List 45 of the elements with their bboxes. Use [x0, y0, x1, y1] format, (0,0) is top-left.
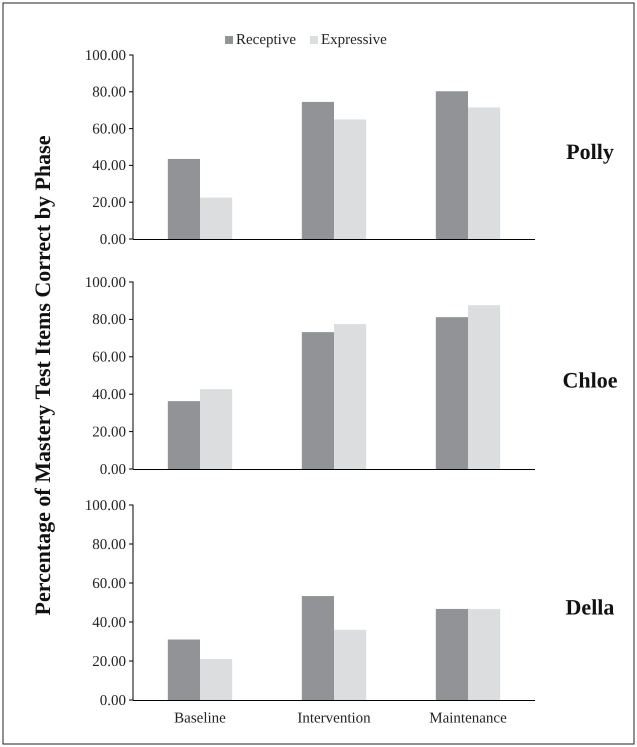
bar [334, 324, 366, 469]
y-tick-label: 20.00 [92, 654, 126, 670]
y-axis-title: Percentage of Mastery Test Items Correct by Phase [30, 135, 55, 616]
legend-label: Receptive [236, 32, 296, 48]
y-tick-label: 100.00 [84, 498, 126, 514]
x-tick-label: Baseline [174, 710, 226, 727]
y-tick-label: 20.00 [92, 195, 126, 211]
y-tick-label: 60.00 [92, 576, 126, 592]
bar [468, 107, 500, 239]
y-tick-label: 0.00 [100, 692, 126, 709]
y-tick-label: 40.00 [92, 614, 126, 631]
bar [168, 640, 200, 700]
x-tick-label: Maintenance [429, 710, 508, 727]
text: Della [566, 594, 614, 620]
y-tick-label: 40.00 [92, 387, 126, 403]
bar [168, 158, 200, 239]
text: Polly [566, 139, 614, 164]
bar [334, 630, 366, 700]
bar [302, 102, 334, 239]
y-tick-label: 60.00 [92, 121, 126, 138]
y-tick-label: 80.00 [92, 84, 126, 101]
legend-label: Expressive [320, 32, 388, 48]
y-tick-label: 0.00 [100, 232, 126, 248]
bar [436, 317, 468, 469]
bar [200, 389, 232, 469]
x-tick-label: Intervention [297, 710, 372, 727]
y-tick-label: 0.00 [100, 462, 126, 478]
y-tick-label: 100.00 [84, 48, 126, 64]
y-tick-label: 100.00 [84, 274, 126, 291]
bar [436, 608, 468, 700]
bar [468, 305, 500, 469]
y-tick-label: 40.00 [92, 158, 126, 174]
bar [200, 659, 232, 700]
bar [436, 91, 468, 239]
bar [302, 332, 334, 469]
y-tick-label: 80.00 [92, 312, 126, 328]
y-tick-label: 20.00 [92, 424, 126, 440]
y-tick-label: 80.00 [92, 536, 126, 553]
bar [302, 596, 334, 700]
text: Chloe [562, 368, 618, 392]
bar [334, 119, 366, 239]
bar [200, 198, 232, 239]
bar [168, 401, 200, 469]
y-tick-label: 60.00 [92, 350, 126, 366]
bar [468, 608, 500, 700]
